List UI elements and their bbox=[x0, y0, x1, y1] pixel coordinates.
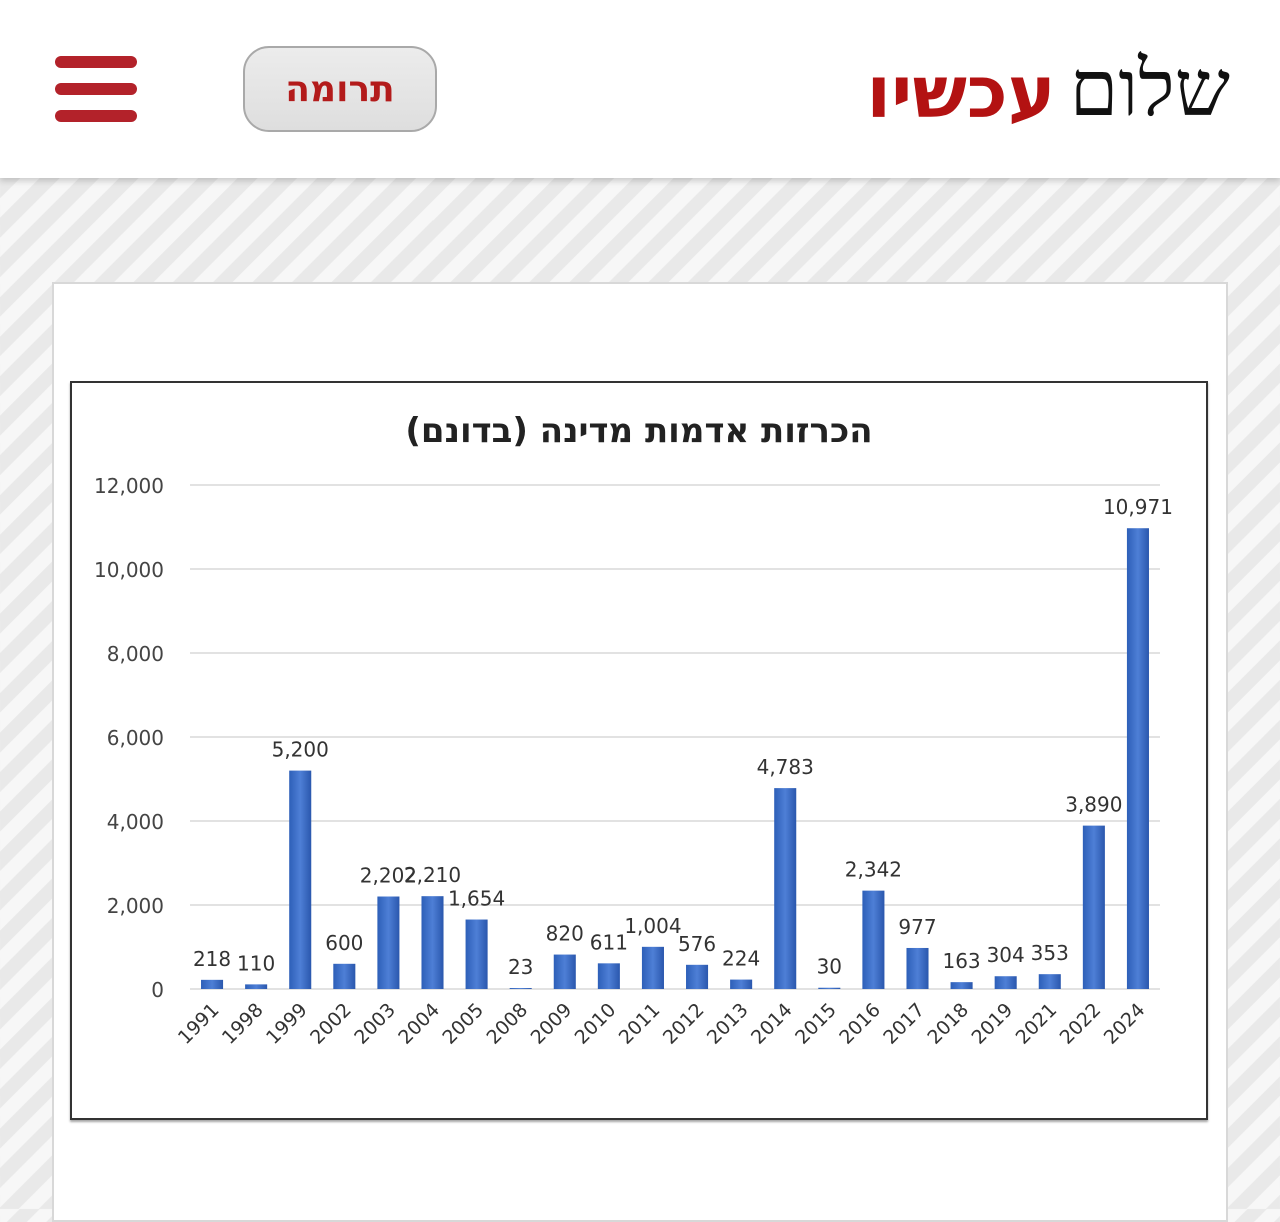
bar bbox=[1126, 528, 1149, 989]
data-label: 820 bbox=[546, 922, 584, 946]
x-tick-label: 2021 bbox=[1012, 999, 1062, 1049]
bar bbox=[774, 788, 797, 989]
bar bbox=[377, 896, 400, 989]
x-tick-label: 2010 bbox=[571, 999, 621, 1049]
hamburger-icon bbox=[55, 83, 137, 95]
bar bbox=[641, 946, 664, 989]
x-tick-label: 2017 bbox=[879, 999, 929, 1049]
y-tick-label: 2,000 bbox=[107, 894, 164, 918]
x-tick-label: 2014 bbox=[747, 999, 797, 1049]
chart-image: הכרזות אדמות מדינה (בדונם) 0 2,000 4,000 6,… bbox=[70, 381, 1208, 1120]
bar bbox=[245, 984, 268, 989]
data-label: 2,202 bbox=[360, 864, 417, 888]
bar bbox=[421, 896, 444, 989]
y-tick-label: 0 bbox=[151, 978, 164, 1002]
x-tick-label: 2011 bbox=[615, 999, 665, 1049]
data-label: 4,783 bbox=[757, 755, 814, 779]
y-tick-label: 6,000 bbox=[107, 726, 164, 750]
bar bbox=[465, 919, 488, 989]
data-label: 163 bbox=[942, 949, 980, 973]
data-label: 576 bbox=[678, 932, 716, 956]
data-label: 2,342 bbox=[845, 858, 902, 882]
x-tick-label: 2013 bbox=[703, 999, 753, 1049]
data-label: 353 bbox=[1031, 941, 1069, 965]
bar bbox=[818, 987, 841, 989]
y-tick-label: 12,000 bbox=[94, 474, 164, 498]
x-tick-label: 2012 bbox=[659, 999, 709, 1049]
bar-chart: 0 2,000 4,000 6,000 8,000 10,000 12,000 218 1991… bbox=[94, 474, 1173, 1049]
hamburger-icon bbox=[55, 56, 137, 68]
x-tick-label: 2008 bbox=[482, 999, 532, 1049]
x-tick-label: 1991 bbox=[174, 999, 224, 1049]
donate-button[interactable]: תרומה bbox=[243, 46, 437, 132]
data-label: 304 bbox=[987, 943, 1025, 967]
y-tick-label: 10,000 bbox=[94, 558, 164, 582]
x-tick-label: 2016 bbox=[835, 999, 885, 1049]
bar bbox=[1038, 974, 1061, 989]
data-label: 110 bbox=[237, 951, 275, 975]
bar bbox=[1082, 825, 1105, 989]
x-tick-label: 1999 bbox=[262, 999, 312, 1049]
data-label: 5,200 bbox=[272, 738, 329, 762]
bar bbox=[994, 976, 1017, 989]
data-label: 600 bbox=[325, 931, 363, 955]
data-label: 224 bbox=[722, 947, 760, 971]
bar bbox=[862, 890, 885, 989]
bar bbox=[553, 954, 576, 989]
bar bbox=[333, 963, 356, 989]
x-tick-label: 2002 bbox=[306, 999, 356, 1049]
data-label: 218 bbox=[193, 947, 231, 971]
bar bbox=[730, 979, 753, 989]
logo-word-achshav: עכשיו bbox=[866, 50, 1056, 134]
y-tick-label: 8,000 bbox=[107, 642, 164, 666]
x-tick-label: 2024 bbox=[1100, 999, 1150, 1049]
hamburger-icon bbox=[55, 110, 137, 122]
data-label: 30 bbox=[817, 955, 842, 979]
data-label: 2,210 bbox=[404, 863, 461, 887]
x-tick-label: 2022 bbox=[1056, 999, 1106, 1049]
site-logo[interactable]: שלום עכשיו bbox=[815, 28, 1230, 128]
data-label: 10,971 bbox=[1103, 495, 1173, 519]
site-header: תרומה שלום עכשיו bbox=[0, 0, 1280, 178]
y-tick-label: 4,000 bbox=[107, 810, 164, 834]
data-label: 3,890 bbox=[1065, 793, 1122, 817]
x-tick-label: 2018 bbox=[923, 999, 973, 1049]
bar bbox=[686, 964, 709, 989]
data-label: 1,004 bbox=[624, 914, 681, 938]
bar bbox=[950, 982, 973, 989]
hamburger-menu-button[interactable] bbox=[55, 56, 137, 124]
x-tick-label: 1998 bbox=[218, 999, 268, 1049]
x-tick-label: 2004 bbox=[394, 999, 444, 1049]
x-tick-label: 2015 bbox=[791, 999, 841, 1049]
data-label: 1,654 bbox=[448, 887, 505, 911]
data-label: 23 bbox=[508, 955, 533, 979]
logo-word-shalom: שלום bbox=[1069, 44, 1230, 134]
data-label: 611 bbox=[590, 930, 628, 954]
x-tick-label: 2003 bbox=[350, 999, 400, 1049]
bar bbox=[906, 947, 929, 989]
bar bbox=[597, 963, 620, 989]
bar bbox=[509, 988, 532, 989]
chart-title: הכרזות אדמות מדינה (בדונם) bbox=[405, 411, 873, 451]
bar bbox=[289, 770, 312, 989]
bar bbox=[201, 979, 224, 989]
x-tick-label: 2005 bbox=[438, 999, 488, 1049]
x-tick-label: 2009 bbox=[527, 999, 577, 1049]
data-label: 977 bbox=[898, 915, 936, 939]
x-tick-label: 2019 bbox=[967, 999, 1017, 1049]
